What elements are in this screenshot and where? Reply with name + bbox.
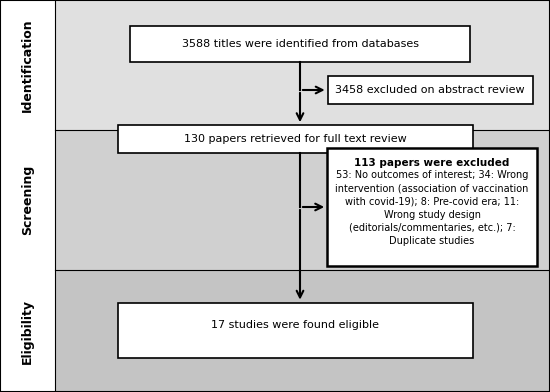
Text: Eligibility: Eligibility bbox=[21, 298, 34, 363]
Bar bbox=[327, 148, 537, 266]
Bar bbox=[130, 26, 470, 62]
Bar bbox=[0, 270, 550, 392]
Text: 130 papers retrieved for full text review: 130 papers retrieved for full text revie… bbox=[184, 134, 406, 144]
Bar bbox=[327, 76, 532, 104]
Bar bbox=[118, 125, 472, 153]
Text: 17 studies were found eligible: 17 studies were found eligible bbox=[211, 320, 379, 330]
Text: 3588 titles were identified from databases: 3588 titles were identified from databas… bbox=[182, 39, 419, 49]
Bar bbox=[0, 130, 550, 270]
Text: 3458 excluded on abstract review: 3458 excluded on abstract review bbox=[335, 85, 525, 95]
Bar bbox=[0, 0, 550, 130]
Bar bbox=[118, 303, 472, 358]
Text: 53: No outcomes of interest; 34: Wrong
intervention (association of vaccination
: 53: No outcomes of interest; 34: Wrong i… bbox=[336, 170, 529, 246]
Text: Identification: Identification bbox=[21, 18, 34, 112]
Text: 113 papers were excluded: 113 papers were excluded bbox=[354, 158, 510, 168]
Text: Screening: Screening bbox=[21, 165, 34, 235]
Bar bbox=[0, 0, 55, 392]
